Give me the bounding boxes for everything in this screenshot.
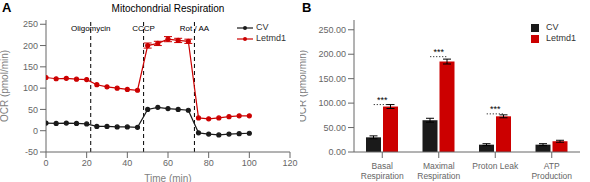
svg-text:120: 120 xyxy=(282,158,297,168)
html-text:Letmd1: Letmd1 xyxy=(546,33,576,43)
svg-text:250.00: 250.00 xyxy=(318,25,346,35)
svg-text:***: *** xyxy=(433,47,444,57)
svg-text:0: 0 xyxy=(33,126,38,136)
svg-text:0: 0 xyxy=(43,158,48,168)
svg-text:ATPProduction: ATPProduction xyxy=(531,161,572,181)
svg-text:BasalRespiration: BasalRespiration xyxy=(361,161,404,181)
svg-text:20: 20 xyxy=(82,158,92,168)
svg-text:100.00: 100.00 xyxy=(318,98,346,108)
svg-text:50: 50 xyxy=(28,105,38,115)
svg-text:0.00: 0.00 xyxy=(328,147,346,157)
svg-text:250: 250 xyxy=(23,19,38,29)
html-text:CV: CV xyxy=(256,22,269,32)
svg-text:80: 80 xyxy=(204,158,214,168)
svg-text:***: *** xyxy=(490,104,501,114)
html-text:B: B xyxy=(302,0,312,15)
svg-text:150: 150 xyxy=(23,62,38,72)
svg-text:60: 60 xyxy=(163,158,173,168)
svg-text:200.00: 200.00 xyxy=(318,49,346,59)
html-text:A: A xyxy=(2,0,12,15)
svg-text:-50: -50 xyxy=(25,147,38,157)
svg-text:Proton Leak: Proton Leak xyxy=(472,161,519,171)
svg-text:200: 200 xyxy=(23,41,38,51)
svg-text:100: 100 xyxy=(242,158,257,168)
svg-text:***: *** xyxy=(377,95,388,105)
html-text:Mitochondrial Respiration: Mitochondrial Respiration xyxy=(111,3,225,14)
svg-text:Rot / AA: Rot / AA xyxy=(180,24,210,33)
html-text:CV: CV xyxy=(546,22,559,32)
html-text:Letmd1: Letmd1 xyxy=(256,33,286,43)
svg-text:40: 40 xyxy=(122,158,132,168)
svg-text:OCR (pmol/min): OCR (pmol/min) xyxy=(8,50,10,122)
svg-text:MaximalRespiration: MaximalRespiration xyxy=(417,161,460,181)
svg-text:OCR (pmol/min): OCR (pmol/min) xyxy=(300,50,308,122)
svg-text:CCCP: CCCP xyxy=(132,24,155,33)
svg-text:Oligomycin: Oligomycin xyxy=(71,24,111,33)
svg-text:Time (min): Time (min) xyxy=(144,173,191,182)
svg-text:150.00: 150.00 xyxy=(318,74,346,84)
svg-text:50.00: 50.00 xyxy=(323,123,346,133)
svg-text:100: 100 xyxy=(23,83,38,93)
